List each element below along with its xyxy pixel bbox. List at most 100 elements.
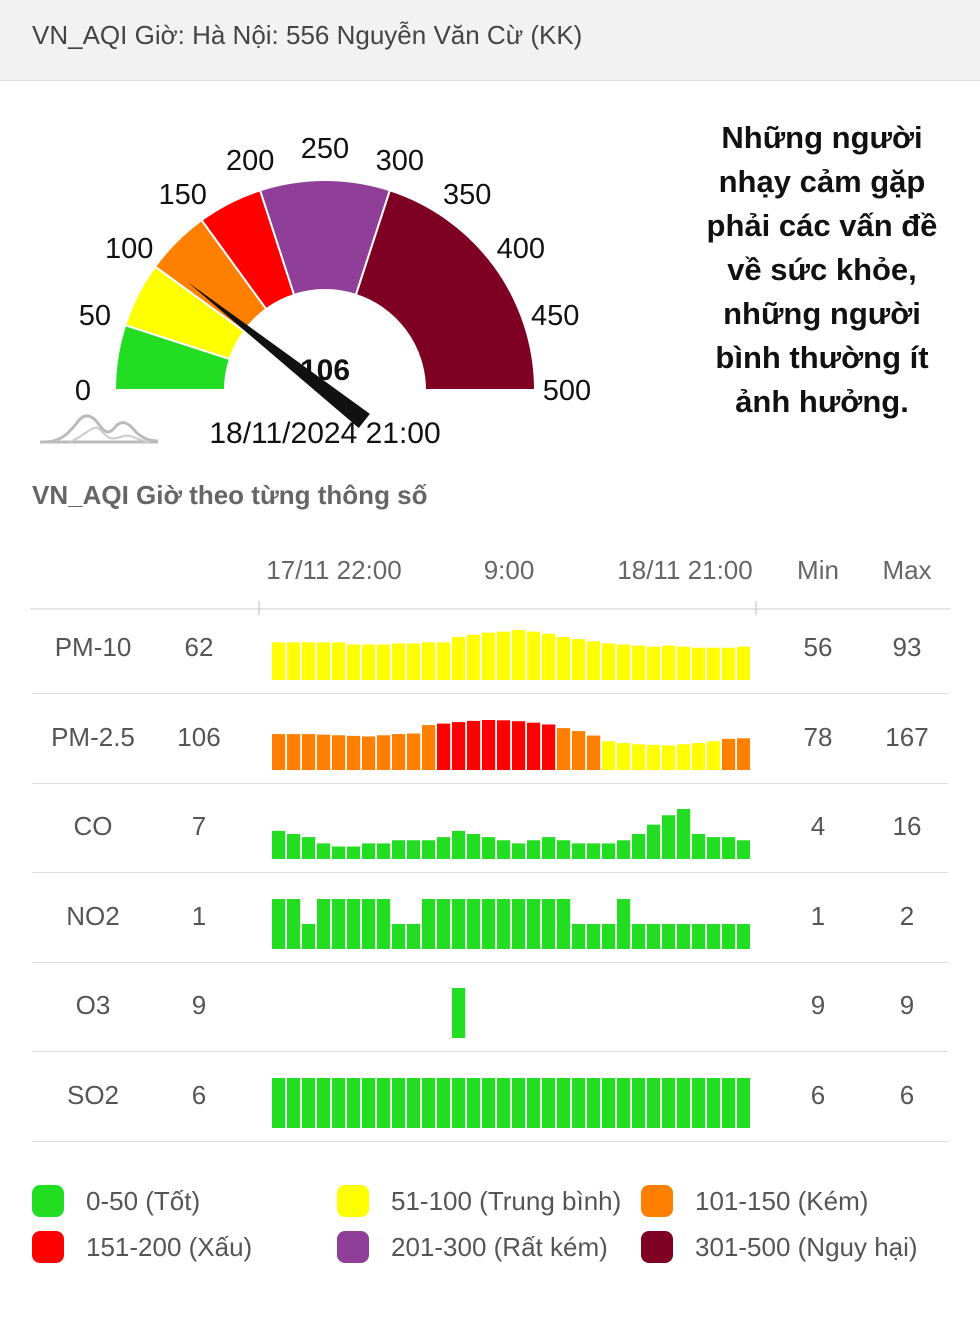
bar[interactable]: [317, 898, 331, 949]
bar[interactable]: [302, 837, 316, 859]
bar[interactable]: [557, 636, 571, 680]
bar[interactable]: [497, 840, 511, 859]
bar[interactable]: [677, 1077, 691, 1128]
bar[interactable]: [302, 733, 316, 770]
bar[interactable]: [722, 647, 736, 680]
bar[interactable]: [512, 720, 526, 770]
bar[interactable]: [347, 644, 361, 680]
bar[interactable]: [437, 898, 451, 949]
bar[interactable]: [557, 840, 571, 859]
bar[interactable]: [587, 641, 601, 680]
bar[interactable]: [722, 1077, 736, 1128]
bar[interactable]: [497, 898, 511, 949]
bar[interactable]: [617, 898, 631, 949]
bar[interactable]: [302, 923, 316, 949]
bar[interactable]: [272, 898, 286, 949]
bar[interactable]: [527, 898, 541, 949]
bar[interactable]: [392, 1077, 406, 1128]
bar[interactable]: [512, 630, 526, 680]
bar[interactable]: [632, 834, 646, 859]
bar[interactable]: [272, 642, 286, 680]
bar[interactable]: [362, 1077, 376, 1128]
bar[interactable]: [452, 830, 466, 859]
table-row[interactable]: PM-2.5 106 78 167: [0, 694, 980, 784]
bar[interactable]: [392, 643, 406, 680]
bar[interactable]: [527, 1077, 541, 1128]
bar[interactable]: [527, 631, 541, 680]
bar[interactable]: [617, 742, 631, 770]
bar[interactable]: [632, 743, 646, 770]
bar[interactable]: [677, 809, 691, 859]
bar[interactable]: [692, 742, 706, 770]
bar[interactable]: [572, 1077, 586, 1128]
bar[interactable]: [302, 1077, 316, 1128]
bar[interactable]: [452, 1077, 466, 1128]
bar[interactable]: [647, 824, 661, 859]
bar[interactable]: [332, 734, 346, 770]
table-row[interactable]: SO2 6 6 6: [0, 1052, 980, 1142]
bar[interactable]: [587, 923, 601, 949]
bar[interactable]: [527, 722, 541, 770]
bar[interactable]: [392, 923, 406, 949]
bar[interactable]: [557, 727, 571, 770]
bar[interactable]: [407, 1077, 421, 1128]
bar[interactable]: [647, 646, 661, 680]
bar[interactable]: [377, 1077, 391, 1128]
bar[interactable]: [542, 837, 556, 859]
bar[interactable]: [542, 898, 556, 949]
bar[interactable]: [317, 642, 331, 680]
bar[interactable]: [482, 719, 496, 770]
bar[interactable]: [677, 743, 691, 770]
bar[interactable]: [347, 846, 361, 860]
bar[interactable]: [332, 1077, 346, 1128]
bar[interactable]: [422, 1077, 436, 1128]
bar[interactable]: [377, 843, 391, 859]
bar[interactable]: [707, 740, 721, 770]
bar[interactable]: [362, 735, 376, 770]
bar[interactable]: [617, 840, 631, 859]
bar[interactable]: [557, 898, 571, 949]
bar[interactable]: [407, 840, 421, 859]
bar[interactable]: [437, 723, 451, 770]
table-row[interactable]: NO2 1 1 2: [0, 873, 980, 963]
bar[interactable]: [497, 631, 511, 680]
table-row[interactable]: O3 9 9 9: [0, 962, 980, 1052]
bar[interactable]: [632, 645, 646, 680]
bar[interactable]: [362, 898, 376, 949]
bar[interactable]: [602, 740, 616, 770]
bar[interactable]: [287, 834, 301, 859]
bar[interactable]: [302, 642, 316, 680]
bar[interactable]: [692, 1077, 706, 1128]
bar[interactable]: [602, 1077, 616, 1128]
bar[interactable]: [737, 646, 750, 680]
bar[interactable]: [587, 735, 601, 770]
bar[interactable]: [287, 1077, 301, 1128]
bar[interactable]: [662, 645, 676, 680]
bar[interactable]: [407, 732, 421, 770]
bar[interactable]: [542, 723, 556, 770]
bar[interactable]: [317, 1077, 331, 1128]
bar[interactable]: [422, 898, 436, 949]
bar[interactable]: [572, 923, 586, 949]
bar[interactable]: [737, 1077, 750, 1128]
bar[interactable]: [602, 923, 616, 949]
bar[interactable]: [677, 923, 691, 949]
bar[interactable]: [407, 923, 421, 949]
bar[interactable]: [332, 642, 346, 680]
bar[interactable]: [437, 837, 451, 859]
bar[interactable]: [272, 830, 286, 859]
bar[interactable]: [692, 834, 706, 859]
bar[interactable]: [467, 1077, 481, 1128]
bar[interactable]: [422, 642, 436, 680]
bar[interactable]: [392, 733, 406, 770]
bar[interactable]: [317, 843, 331, 859]
bar[interactable]: [662, 815, 676, 859]
bar[interactable]: [527, 840, 541, 859]
bar[interactable]: [692, 923, 706, 949]
bar[interactable]: [467, 634, 481, 680]
bar[interactable]: [467, 720, 481, 770]
bar[interactable]: [347, 1077, 361, 1128]
bar[interactable]: [662, 744, 676, 770]
bar[interactable]: [647, 1077, 661, 1128]
bar[interactable]: [347, 898, 361, 949]
